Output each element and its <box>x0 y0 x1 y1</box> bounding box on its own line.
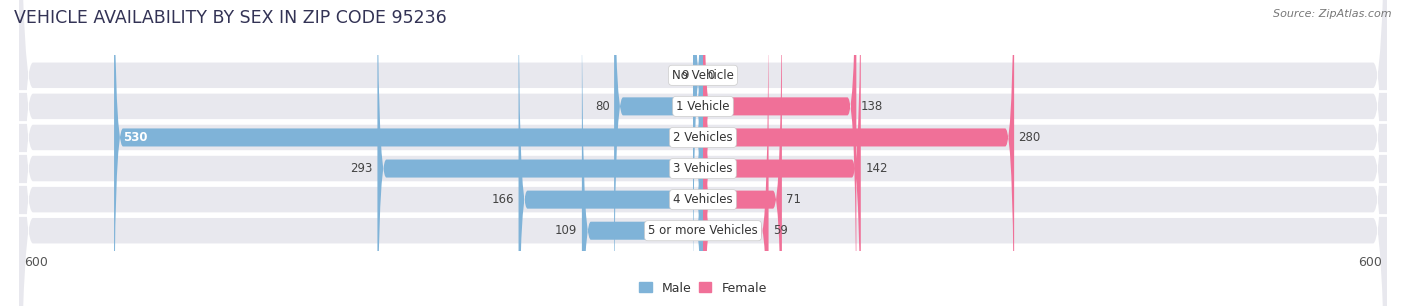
FancyBboxPatch shape <box>519 0 703 306</box>
FancyBboxPatch shape <box>703 0 769 306</box>
Text: 293: 293 <box>350 162 373 175</box>
Text: 71: 71 <box>786 193 801 206</box>
Text: 9: 9 <box>681 69 689 82</box>
Text: 142: 142 <box>865 162 887 175</box>
Text: VEHICLE AVAILABILITY BY SEX IN ZIP CODE 95236: VEHICLE AVAILABILITY BY SEX IN ZIP CODE … <box>14 9 447 27</box>
FancyBboxPatch shape <box>703 0 782 306</box>
FancyBboxPatch shape <box>20 0 1386 306</box>
FancyBboxPatch shape <box>703 0 856 306</box>
Text: 166: 166 <box>492 193 515 206</box>
FancyBboxPatch shape <box>582 0 703 306</box>
Text: 0: 0 <box>707 69 714 82</box>
FancyBboxPatch shape <box>20 0 1386 306</box>
FancyBboxPatch shape <box>20 0 1386 306</box>
Text: 1 Vehicle: 1 Vehicle <box>676 100 730 113</box>
FancyBboxPatch shape <box>703 0 1014 306</box>
Text: 138: 138 <box>860 100 883 113</box>
FancyBboxPatch shape <box>114 0 703 306</box>
FancyBboxPatch shape <box>693 0 703 306</box>
Text: 4 Vehicles: 4 Vehicles <box>673 193 733 206</box>
Text: 109: 109 <box>555 224 578 237</box>
Text: 80: 80 <box>595 100 610 113</box>
FancyBboxPatch shape <box>20 0 1386 306</box>
Text: No Vehicle: No Vehicle <box>672 69 734 82</box>
FancyBboxPatch shape <box>20 0 1386 306</box>
Text: 3 Vehicles: 3 Vehicles <box>673 162 733 175</box>
Text: 5 or more Vehicles: 5 or more Vehicles <box>648 224 758 237</box>
Legend: Male, Female: Male, Female <box>634 277 772 300</box>
FancyBboxPatch shape <box>377 0 703 306</box>
FancyBboxPatch shape <box>614 0 703 306</box>
FancyBboxPatch shape <box>703 0 860 306</box>
Text: 59: 59 <box>773 224 787 237</box>
Text: Source: ZipAtlas.com: Source: ZipAtlas.com <box>1274 9 1392 19</box>
Text: 280: 280 <box>1018 131 1040 144</box>
FancyBboxPatch shape <box>20 0 1386 306</box>
Text: 2 Vehicles: 2 Vehicles <box>673 131 733 144</box>
Text: 530: 530 <box>122 131 148 144</box>
